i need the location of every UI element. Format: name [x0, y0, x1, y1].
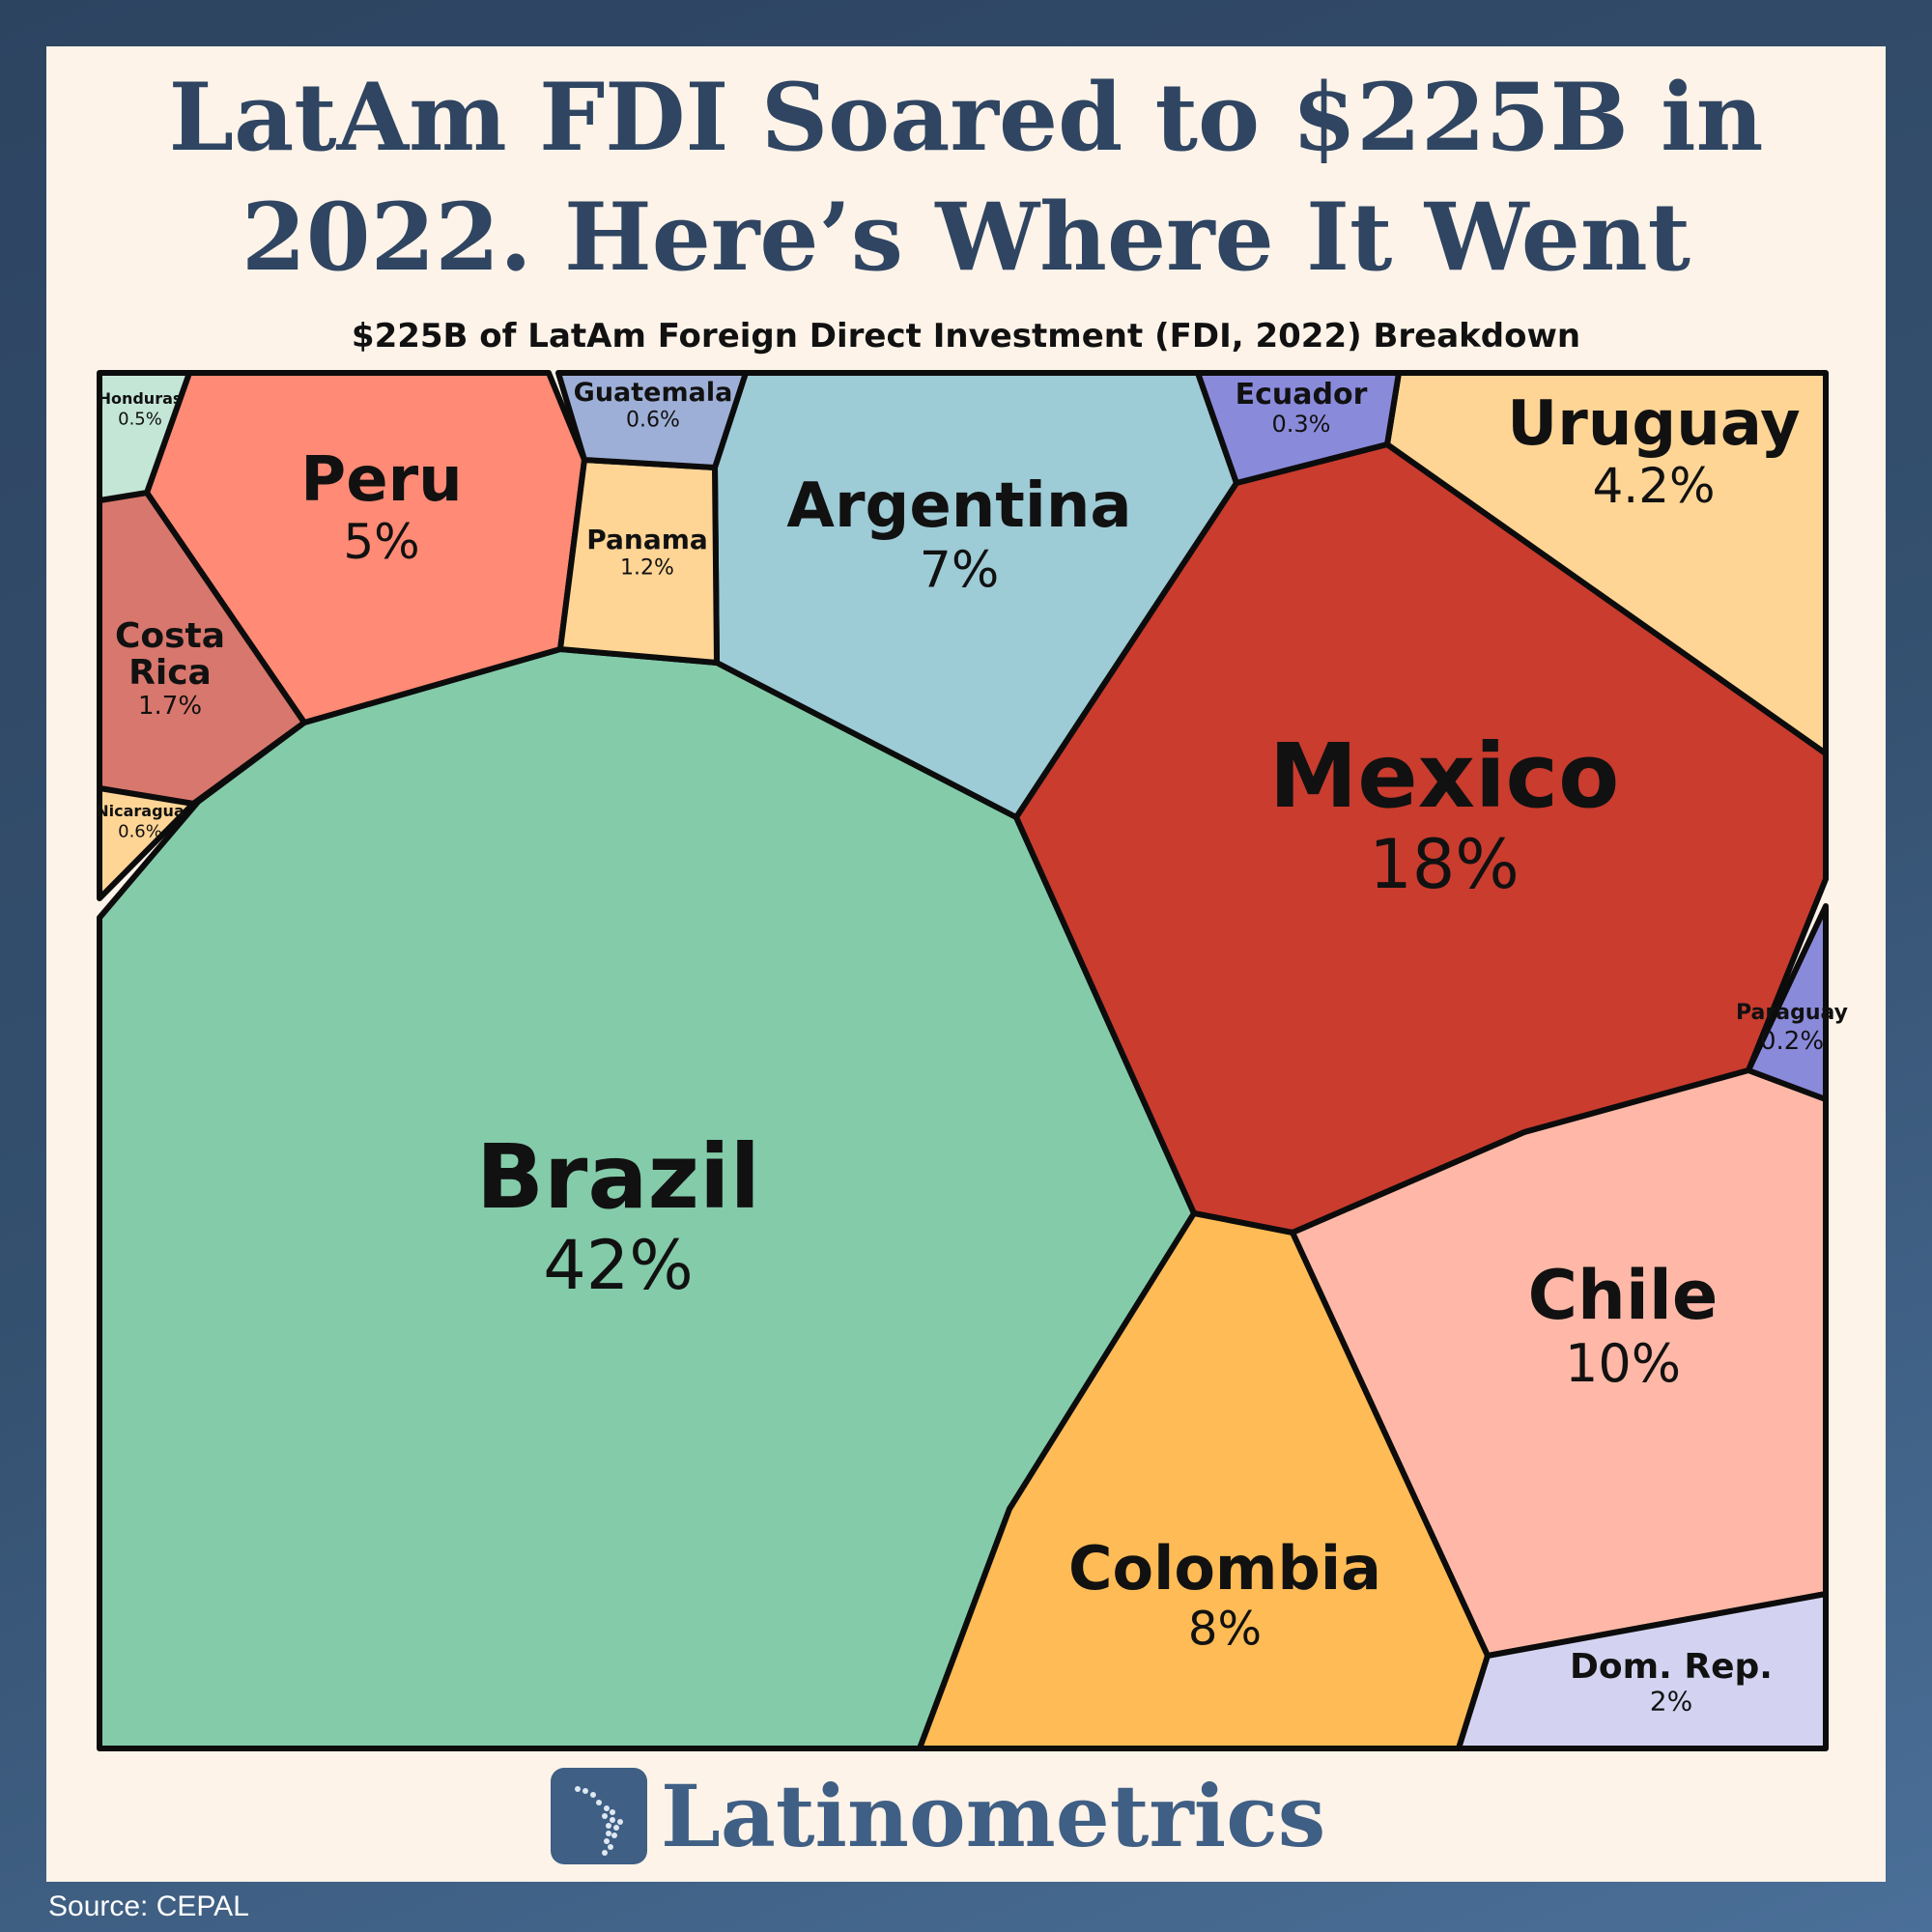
- cell-value-colombia: 8%: [1188, 1603, 1262, 1657]
- cell-nicaragua: Nicaragua 0.6%: [96, 785, 196, 901]
- cell-label-dom-rep: Dom. Rep.: [1570, 1647, 1773, 1687]
- cell-dom-rep: Dom. Rep.2%: [1456, 1591, 1829, 1751]
- cell-label-honduras: Honduras: [99, 389, 183, 408]
- cell-label-ecuador: Ecuador: [1236, 378, 1368, 412]
- cell-value-brazil: 42%: [543, 1226, 694, 1305]
- cell-value-chile: 10%: [1565, 1333, 1681, 1394]
- cell-value-panama: 1.2%: [620, 555, 674, 580]
- brand-name: Latinometrics: [661, 1766, 1326, 1866]
- cell-label-chile: Chile: [1528, 1256, 1719, 1335]
- title-line-2: 2022. Here’s Where It Went: [242, 183, 1690, 292]
- chart-subtitle: $225B of LatAm Foreign Direct Investment…: [351, 317, 1581, 355]
- cell-label-costa-rica: Rica: [128, 653, 212, 693]
- cell-value-argentina: 7%: [920, 541, 1000, 599]
- cell-value-paraguay: 0.2%: [1760, 1027, 1824, 1056]
- cell-label-guatemala: Guatemala: [574, 378, 733, 408]
- cell-value-mexico: 18%: [1369, 825, 1520, 904]
- cell-label-paraguay: Paraguay: [1736, 1001, 1848, 1025]
- cell-shape-ecuador: [1195, 370, 1402, 486]
- cell-value-uruguay: 4.2%: [1592, 458, 1715, 514]
- cell-value-guatemala: 0.6%: [626, 408, 680, 432]
- cell-label-brazil: Brazil: [476, 1125, 760, 1229]
- cell-shape-guatemala: [555, 370, 749, 470]
- cell-shape-dom-rep: [1456, 1591, 1829, 1751]
- cell-label-argentina: Argentina: [786, 470, 1131, 542]
- cell-label-colombia: Colombia: [1068, 1533, 1381, 1604]
- cell-label-peru: Peru: [300, 444, 462, 516]
- cell-value-honduras: 0.5%: [118, 410, 162, 430]
- title-line-1: LatAm FDI Soared to $225B in: [168, 63, 1764, 172]
- cell-value-dom-rep: 2%: [1650, 1686, 1692, 1718]
- cell-shape-nicaragua: [97, 785, 196, 901]
- cell-value-nicaragua: 0.6%: [118, 822, 162, 842]
- cell-value-costa-rica: 1.7%: [138, 692, 202, 721]
- cell-shape-paraguay: [1746, 903, 1829, 1102]
- cell-honduras: Honduras 0.5%: [97, 370, 192, 503]
- cell-shape-honduras: [97, 370, 192, 503]
- brand-logo-block: Latinometrics: [551, 1768, 1325, 1864]
- cell-value-ecuador: 0.3%: [1272, 411, 1331, 438]
- cell-label-uruguay: Uruguay: [1507, 388, 1800, 460]
- latam-map-icon: [551, 1768, 647, 1864]
- cell-label-panama: Panama: [586, 524, 708, 555]
- cell-label-nicaragua: Nicaragua: [96, 802, 184, 820]
- source-note: Source: CEPAL: [48, 1890, 249, 1922]
- cell-label-mexico: Mexico: [1269, 724, 1620, 828]
- chart-title: LatAm FDI Soared to $225B in 2022. Here’…: [0, 58, 1932, 298]
- cell-value-peru: 5%: [343, 514, 419, 570]
- cell-label-costa-rica: Costa: [115, 616, 225, 656]
